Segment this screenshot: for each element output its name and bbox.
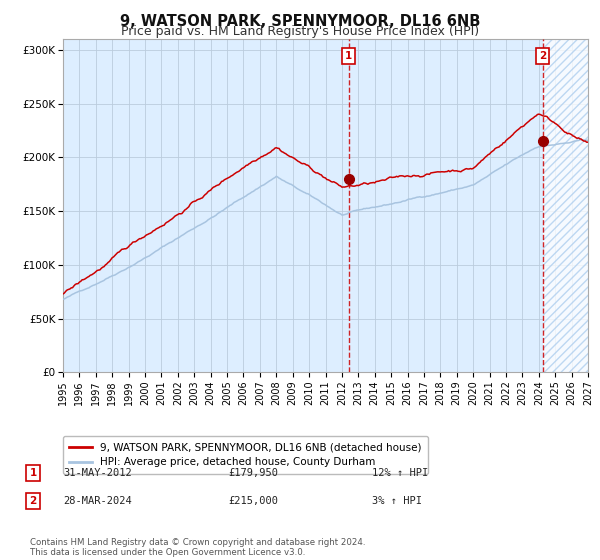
Text: £179,950: £179,950 (228, 468, 278, 478)
Text: Contains HM Land Registry data © Crown copyright and database right 2024.
This d: Contains HM Land Registry data © Crown c… (30, 538, 365, 557)
Text: Price paid vs. HM Land Registry's House Price Index (HPI): Price paid vs. HM Land Registry's House … (121, 25, 479, 38)
Legend: 9, WATSON PARK, SPENNYMOOR, DL16 6NB (detached house), HPI: Average price, detac: 9, WATSON PARK, SPENNYMOOR, DL16 6NB (de… (63, 436, 428, 474)
Text: 1: 1 (345, 51, 352, 61)
Text: 2: 2 (539, 51, 547, 61)
Text: £215,000: £215,000 (228, 496, 278, 506)
Text: 3% ↑ HPI: 3% ↑ HPI (372, 496, 422, 506)
Text: 12% ↑ HPI: 12% ↑ HPI (372, 468, 428, 478)
Text: 2: 2 (29, 496, 37, 506)
Text: 31-MAY-2012: 31-MAY-2012 (63, 468, 132, 478)
Text: 28-MAR-2024: 28-MAR-2024 (63, 496, 132, 506)
Text: 9, WATSON PARK, SPENNYMOOR, DL16 6NB: 9, WATSON PARK, SPENNYMOOR, DL16 6NB (120, 14, 480, 29)
Text: 1: 1 (29, 468, 37, 478)
